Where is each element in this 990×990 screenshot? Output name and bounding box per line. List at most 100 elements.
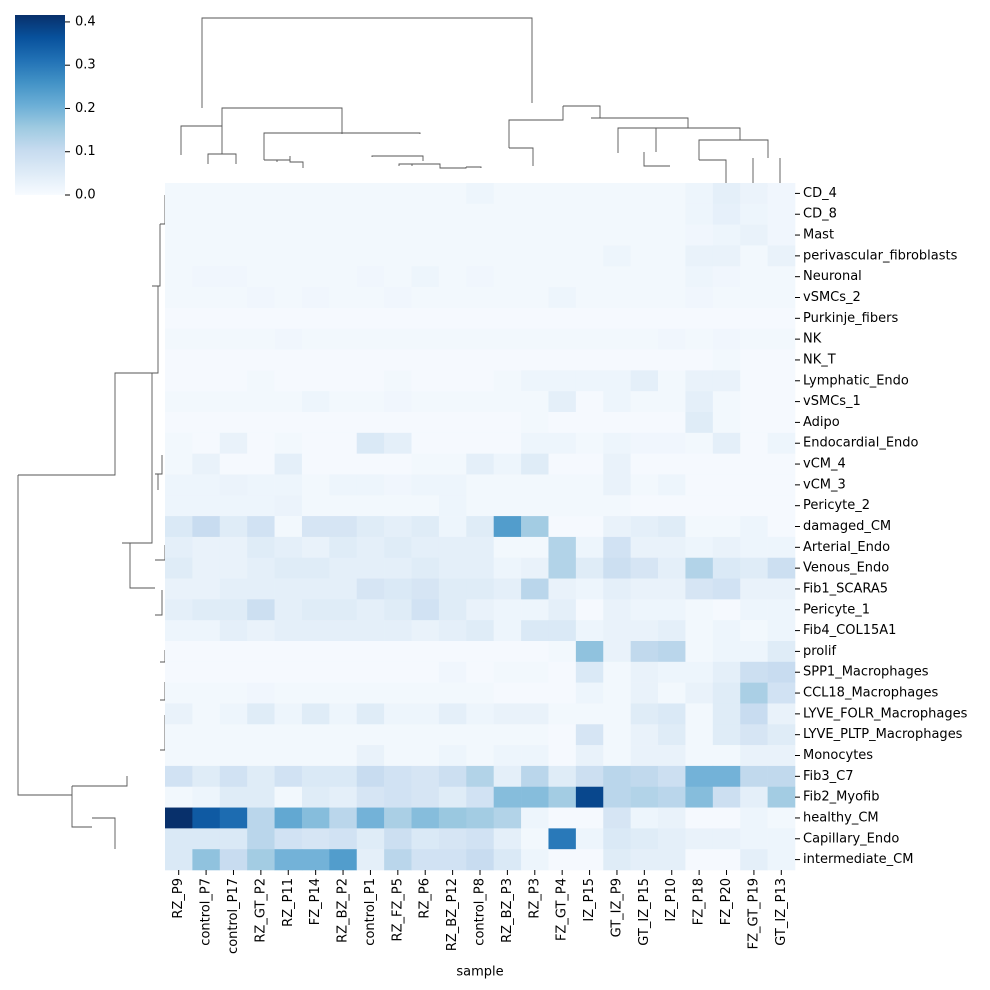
- heatmap-cell: [466, 724, 494, 746]
- row-label: Purkinje_fibers: [803, 311, 898, 326]
- row-label: Fib4_COL15A1: [803, 623, 896, 638]
- heatmap-cell: [575, 391, 604, 413]
- heatmap-cell: [274, 828, 303, 850]
- heatmap-cell: [630, 724, 659, 746]
- heatmap-cell: [575, 745, 604, 767]
- heatmap-cell: [438, 724, 467, 746]
- heatmap-cell: [301, 641, 330, 663]
- heatmap-cell: [301, 578, 330, 600]
- row-label: damaged_CM: [803, 519, 891, 534]
- heatmap-cell: [438, 516, 467, 538]
- heatmap-cell: [740, 703, 768, 725]
- column-label: IZ_P15: [582, 878, 597, 922]
- row-label: Monocytes: [803, 748, 873, 763]
- heatmap-cell: [712, 224, 741, 246]
- heatmap-cell: [219, 724, 248, 746]
- heatmap-cell: [603, 536, 631, 559]
- heatmap-cell: [438, 349, 467, 371]
- heatmap-cell: [575, 620, 604, 642]
- heatmap-cell: [712, 661, 741, 683]
- heatmap-cell: [274, 599, 303, 621]
- heatmap-cell: [575, 474, 604, 496]
- heatmap-cell: [247, 266, 275, 288]
- heatmap-cell: [603, 516, 631, 538]
- heatmap-cell: [411, 183, 440, 205]
- heatmap-cell: [630, 266, 659, 288]
- heatmap-cell: [548, 349, 577, 371]
- heatmap-cell: [438, 682, 467, 704]
- heatmap-cell: [521, 765, 549, 788]
- heatmap-cell: [274, 703, 303, 725]
- heatmap-cell: [384, 703, 412, 725]
- heatmap-cell: [466, 453, 494, 475]
- heatmap-cell: [301, 807, 330, 829]
- heatmap-cell: [165, 682, 193, 704]
- heatmap-cell: [685, 557, 714, 579]
- heatmap-cell: [247, 224, 275, 246]
- heatmap-cell: [767, 703, 796, 725]
- heatmap-cell: [219, 620, 248, 642]
- heatmap-cell: [685, 203, 714, 225]
- heatmap-cell: [301, 203, 330, 225]
- heatmap-cell: [356, 349, 385, 371]
- heatmap-cell: [658, 828, 686, 850]
- heatmap-cell: [603, 307, 631, 330]
- heatmap-cell: [356, 307, 385, 330]
- heatmap-cell: [740, 474, 768, 496]
- heatmap-cell: [219, 807, 248, 829]
- heatmap-cell: [301, 453, 330, 475]
- heatmap-cell: [603, 328, 631, 350]
- heatmap-cell: [247, 828, 275, 850]
- heatmap-cell: [521, 599, 549, 621]
- heatmap-cell: [247, 183, 275, 205]
- heatmap-cell: [411, 620, 440, 642]
- heatmap-cell: [384, 765, 412, 788]
- heatmap-cell: [575, 786, 604, 808]
- heatmap-cell: [438, 245, 467, 267]
- heatmap-cell: [247, 724, 275, 746]
- column-label: FZ_P18: [692, 878, 707, 925]
- heatmap-cell: [575, 765, 604, 788]
- heatmap-cell: [274, 724, 303, 746]
- heatmap-cell: [301, 536, 330, 559]
- heatmap-cell: [630, 453, 659, 475]
- heatmap-cell: [165, 391, 193, 413]
- heatmap-cell: [603, 682, 631, 704]
- heatmap-cell: [219, 849, 248, 871]
- heatmap-cell: [219, 412, 248, 434]
- heatmap-cell: [165, 432, 193, 454]
- heatmap-cell: [356, 391, 385, 413]
- heatmap-cell: [630, 578, 659, 600]
- heatmap-cell: [767, 745, 796, 767]
- heatmap-cell: [384, 557, 412, 579]
- heatmap-cell: [329, 432, 358, 454]
- heatmap-cell: [575, 307, 604, 330]
- heatmap-cell: [658, 599, 686, 621]
- heatmap-cell: [466, 287, 494, 309]
- heatmap-cell: [384, 287, 412, 309]
- heatmap-cell: [740, 661, 768, 683]
- heatmap-cell: [438, 391, 467, 413]
- heatmap-cell: [192, 599, 221, 621]
- heatmap-cell: [329, 703, 358, 725]
- heatmap-cell: [658, 557, 686, 579]
- colorbar-tick-label: 0.0: [75, 188, 96, 203]
- column-dendrogram: [180, 17, 781, 187]
- heatmap-cell: [740, 266, 768, 288]
- heatmap-cell: [219, 641, 248, 663]
- heatmap-cell: [247, 495, 275, 517]
- heatmap-cell: [384, 828, 412, 850]
- heatmap-cell: [411, 391, 440, 413]
- heatmap-cell: [438, 578, 467, 600]
- heatmap-cell: [521, 620, 549, 642]
- heatmap-cell: [685, 807, 714, 829]
- heatmap-cell: [630, 620, 659, 642]
- heatmap-cell: [301, 828, 330, 850]
- heatmap-cell: [603, 724, 631, 746]
- heatmap-cell: [466, 516, 494, 538]
- heatmap-cell: [712, 183, 741, 205]
- heatmap-cell: [192, 224, 221, 246]
- heatmap-cell: [192, 786, 221, 808]
- heatmap-cell: [712, 412, 741, 434]
- heatmap-cell: [274, 432, 303, 454]
